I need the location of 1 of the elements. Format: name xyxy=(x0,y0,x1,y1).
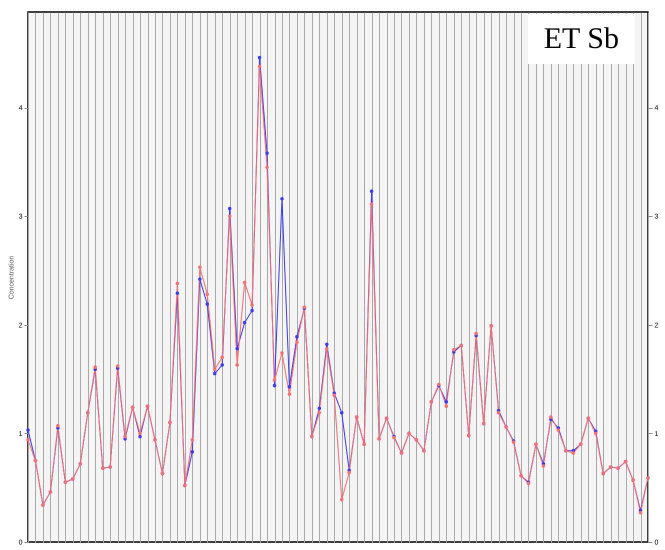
annotation: ET Sb xyxy=(528,14,635,64)
